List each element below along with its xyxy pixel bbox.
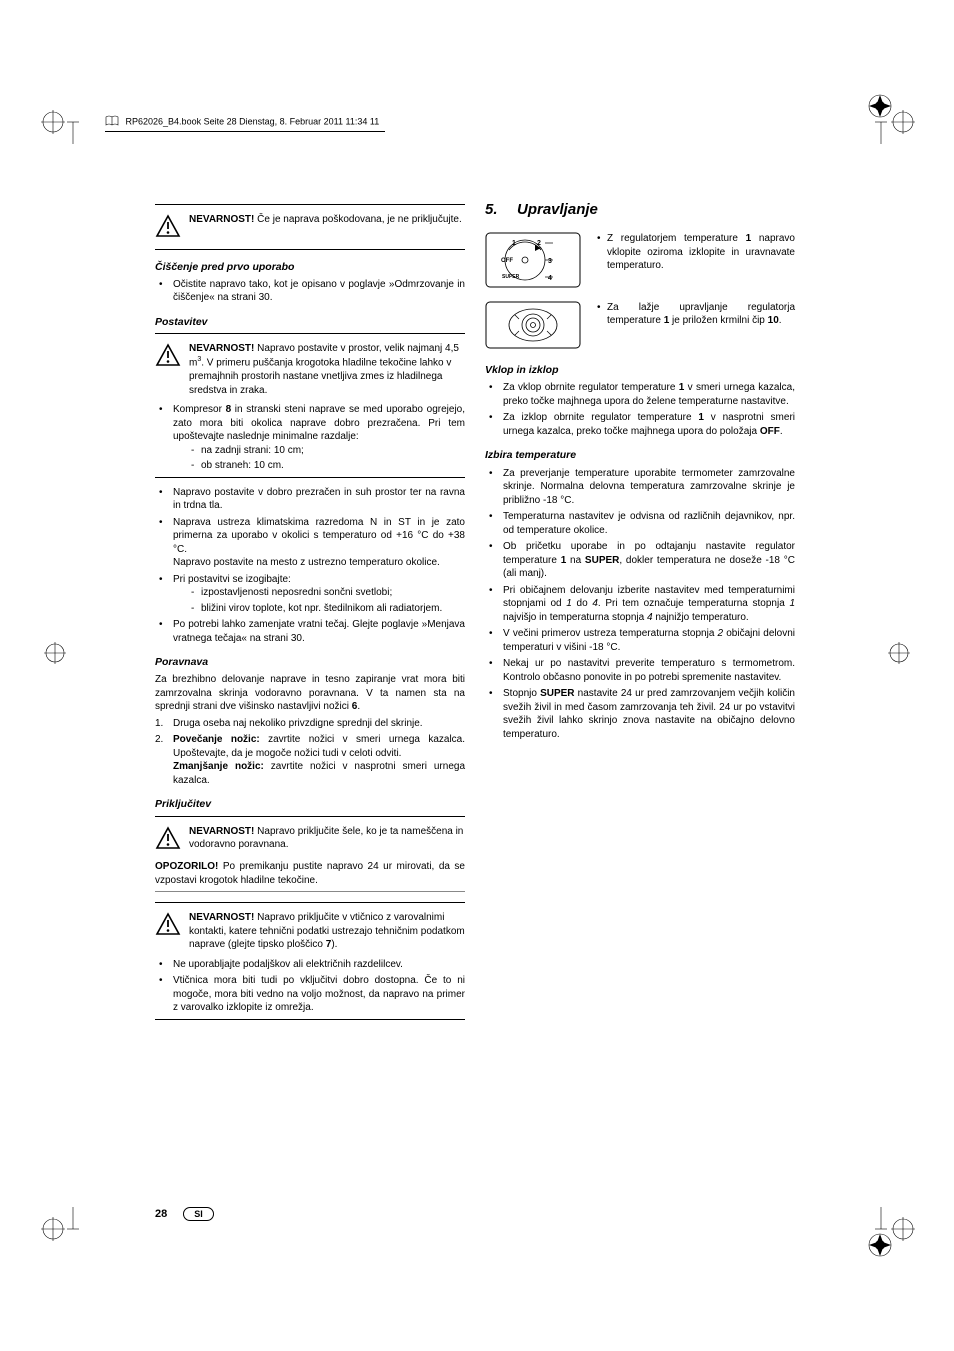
crop-mark-top-left <box>35 100 79 144</box>
list-item: Ne uporabljajte podaljškov ali električn… <box>155 958 465 972</box>
control-chip-diagram <box>485 301 581 354</box>
list-item: V večini primerov ustreza temperaturna s… <box>485 627 795 654</box>
crop-mark-bottom-left <box>35 1207 79 1251</box>
dial-row: 1 2 OFF SUPER 3 4 Z regulatorjem tempera… <box>485 232 795 293</box>
warn-text: Če je naprava poškodovana, je ne priklju… <box>257 214 462 225</box>
list-item: Za preverjanje temperature uporabite ter… <box>485 467 795 508</box>
list-item: bližini virov toplote, kot npr. štedilni… <box>173 602 465 616</box>
section-title: Vklop in izklop <box>485 363 795 377</box>
warn-label: NEVARNOST! <box>189 826 254 837</box>
list-item: Nekaj ur po nastavitvi preverite tempera… <box>485 657 795 684</box>
chapter-title: Upravljanje <box>517 201 598 218</box>
page-number: 28 <box>155 1208 167 1220</box>
list-item: Za vklop obrnite regulator temperature 1… <box>485 381 795 408</box>
section-title: Izbira temperature <box>485 448 795 462</box>
print-header: RP62026_B4.book Seite 28 Dienstag, 8. Fe… <box>105 115 385 132</box>
list-item: Stopnjo SUPER nastavite 24 ur pred zamrz… <box>485 687 795 741</box>
list-item: Očistite napravo tako, kot je opisano v … <box>155 278 465 305</box>
chapter-heading: 5.Upravljanje <box>485 200 795 220</box>
warning-block: NEVARNOST! Napravo postavite v prostor, … <box>155 342 465 397</box>
list-item: ob straneh: 10 cm. <box>173 459 465 473</box>
print-header-text: RP62026_B4.book Seite 28 Dienstag, 8. Fe… <box>126 116 380 126</box>
paragraph: Za brezhibno delovanje naprave in tesno … <box>155 673 465 714</box>
svg-text:SUPER: SUPER <box>502 274 520 280</box>
list-item: Temperaturna nastavitev je odvisna od ra… <box>485 510 795 537</box>
list-item: Pri postavitvi se izogibajte: izpostavlj… <box>155 573 465 616</box>
warn-label: NEVARNOST! <box>189 214 254 225</box>
language-badge: SI <box>183 1207 214 1221</box>
crop-mark-mid-right <box>886 640 912 666</box>
temperature-dial-diagram: 1 2 OFF SUPER 3 4 <box>485 232 581 293</box>
warn-label: NEVARNOST! <box>189 912 254 923</box>
list-item: 2.Povečanje nožic: zavrtite nožici v sme… <box>155 733 465 787</box>
svg-text:OFF: OFF <box>501 258 513 264</box>
list-item: Naprava ustreza klimatskima razredoma N … <box>155 516 465 570</box>
crop-mark-mid-left <box>42 640 68 666</box>
book-icon <box>105 115 119 129</box>
warning-block: NEVARNOST! Napravo priključite šele, ko … <box>155 825 465 855</box>
left-column: NEVARNOST! Če je naprava poškodovana, je… <box>155 200 465 1028</box>
registration-mark-top-right <box>866 92 894 120</box>
svg-text:4: 4 <box>548 275 552 282</box>
list-item: Pri običajnem delovanju izberite nastavi… <box>485 584 795 625</box>
paragraph: OPOZORILO! Po premikanju pustite napravo… <box>155 860 465 887</box>
dial-row: Za lažje upravljanje regulatorja tempera… <box>485 301 795 354</box>
page-footer: 28 SI <box>155 1207 214 1221</box>
list-item: izpostavljenosti neposredni sončni svetl… <box>173 586 465 600</box>
svg-text:1: 1 <box>512 240 516 247</box>
section-title: Poravnava <box>155 655 465 669</box>
list-item: Za lažje upravljanje regulatorja tempera… <box>593 301 795 328</box>
section-title: Postavitev <box>155 315 465 329</box>
list-item: Napravo postavite v dobro prezračen in s… <box>155 486 465 513</box>
section-title: Priključitev <box>155 797 465 811</box>
list-item: Kompresor 8 in stranski steni naprave se… <box>155 403 465 473</box>
warning-block: NEVARNOST! Če je naprava poškodovana, je… <box>155 213 465 243</box>
chapter-number: 5. <box>485 200 517 220</box>
section-title: Čiščenje pred prvo uporabo <box>155 260 465 274</box>
warning-icon <box>155 826 181 855</box>
warning-icon <box>155 343 181 372</box>
svg-text:3: 3 <box>548 258 552 265</box>
list-item: Za izklop obrnite regulator temperature … <box>485 411 795 438</box>
warning-icon <box>155 912 181 941</box>
right-column: 5.Upravljanje 1 2 OFF SUPER 3 <box>485 200 795 1028</box>
list-item: 1.Druga oseba naj nekoliko privzdigne sp… <box>155 717 465 731</box>
warn-text: . V primeru puščanja krogotoka hladilne … <box>189 358 451 396</box>
page-content: NEVARNOST! Če je naprava poškodovana, je… <box>155 200 795 1028</box>
svg-text:2: 2 <box>537 240 541 247</box>
warning-block: NEVARNOST! Napravo priključite v vtičnic… <box>155 911 465 952</box>
warn-label: NEVARNOST! <box>189 343 254 354</box>
list-item: Vtičnica mora biti tudi po vključitvi do… <box>155 974 465 1015</box>
list-item: Z regulatorjem temperature 1 napravo vkl… <box>593 232 795 273</box>
registration-mark-bottom-right <box>866 1231 894 1259</box>
list-item: na zadnji strani: 10 cm; <box>173 444 465 458</box>
list-item: Po potrebi lahko zamenjate vratni tečaj.… <box>155 618 465 645</box>
warning-icon <box>155 214 181 243</box>
list-item: Ob pričetku uporabe in po odtajanju nast… <box>485 540 795 581</box>
